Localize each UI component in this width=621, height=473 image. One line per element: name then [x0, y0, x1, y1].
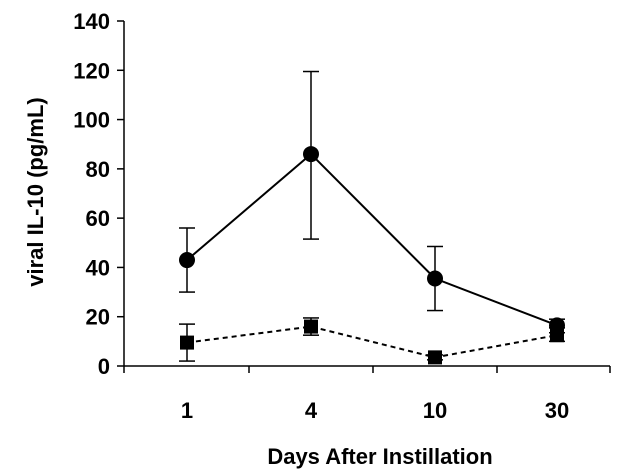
x-tick-label: 4 [305, 398, 318, 423]
y-tick-label: 120 [73, 58, 110, 83]
x-tick-label: 10 [423, 398, 447, 423]
data-point-square [304, 319, 318, 334]
y-tick-label: 80 [86, 157, 110, 182]
data-point-circle [303, 146, 319, 163]
data-point-circle [427, 270, 443, 287]
data-point-square [180, 335, 194, 350]
series-1 [179, 70, 565, 334]
series-1-line [186, 152, 558, 327]
y-ticks: 0 20 40 60 80 100 120 140 [73, 9, 124, 379]
y-tick-label: 140 [73, 9, 110, 34]
series-2 [179, 317, 565, 365]
axes [123, 21, 610, 367]
data-point-circle [179, 252, 195, 269]
y-tick-label: 20 [86, 305, 110, 330]
data-point-square [428, 350, 442, 365]
y-axis-label: viral IL-10 (pg/mL) [23, 97, 48, 286]
y-tick-label: 100 [73, 108, 110, 133]
series-2-line [186, 325, 558, 359]
data-point-square [550, 328, 564, 343]
x-axis-label: Days After Instillation [267, 444, 492, 469]
y-tick-label: 40 [86, 255, 110, 280]
series-layer [179, 70, 565, 365]
x-tick-label: 30 [545, 398, 569, 423]
x-ticks: 1 4 10 30 [123, 366, 611, 423]
y-tick-label: 0 [98, 354, 110, 379]
x-tick-label: 1 [181, 398, 193, 423]
y-tick-label: 60 [86, 206, 110, 231]
